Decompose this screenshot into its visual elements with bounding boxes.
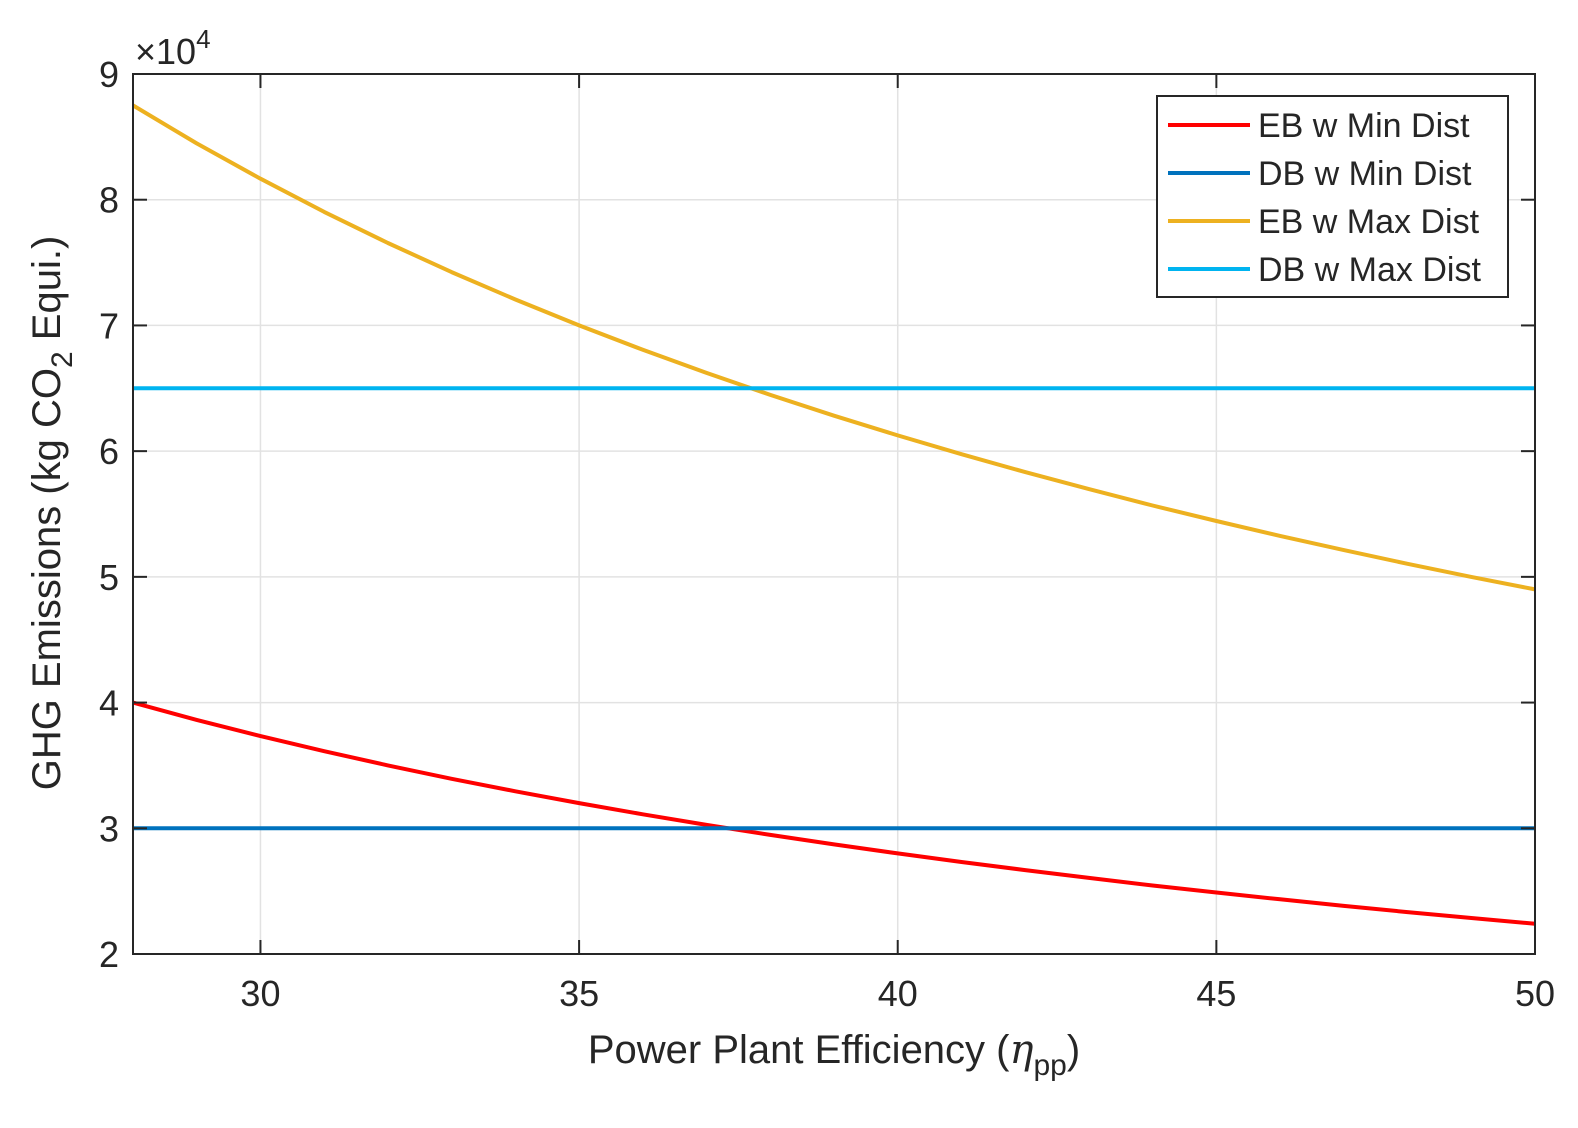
y-exponent-power: 4 (196, 24, 210, 54)
legend-box (1156, 95, 1509, 298)
x-tick-label: 45 (1196, 973, 1236, 1014)
x-tick-label: 30 (240, 973, 280, 1014)
x-tick-label: 40 (878, 973, 918, 1014)
y-axis-label-subscript: 2 (46, 351, 79, 368)
legend: EB w Min Dist DB w Min Dist EB w Max Dist D… (1156, 95, 1509, 298)
y-tick-label: 7 (99, 305, 119, 346)
tick-marks (133, 73, 1536, 955)
x-axis-label-symbol: η (1010, 1027, 1034, 1073)
x-axis-label-suffix: ) (1067, 1028, 1080, 1072)
legend-label: EB w Max Dist (1258, 203, 1480, 241)
legend-label: DB w Max Dist (1258, 251, 1481, 289)
x-axis-label: Power Plant Efficiency (ηpp) (588, 1027, 1080, 1082)
y-tick-label: 8 (99, 180, 119, 221)
y-axis-label: GHG Emissions (kg CO2 Equi.) (25, 236, 79, 791)
y-exponent-base: ×10 (135, 31, 196, 72)
x-axis-label-prefix: Power Plant Efficiency ( (588, 1028, 1010, 1072)
y-exponent-label: ×104 (135, 24, 211, 72)
y-tick-label: 3 (99, 808, 119, 849)
y-tick-label: 2 (99, 934, 119, 975)
series-lines (131, 103, 1536, 926)
y-axis-label-prefix: GHG Emissions (kg CO (25, 368, 69, 790)
legend-label: EB w Min Dist (1258, 107, 1470, 145)
plot-frame (132, 73, 1536, 955)
y-tick-label: 5 (99, 557, 119, 598)
x-tick-label: 50 (1515, 973, 1555, 1014)
series-line-1 (132, 700, 1536, 926)
y-axis-label-suffix: Equi.) (25, 236, 69, 352)
y-tick-label: 4 (99, 683, 119, 724)
legend-label: DB w Min Dist (1258, 155, 1472, 193)
x-tick-label: 35 (559, 973, 599, 1014)
y-tick-label: 9 (99, 54, 119, 95)
series-line-3 (131, 103, 1536, 592)
y-tick-label: 6 (99, 431, 119, 472)
x-axis-label-subscript: pp (1033, 1049, 1066, 1082)
